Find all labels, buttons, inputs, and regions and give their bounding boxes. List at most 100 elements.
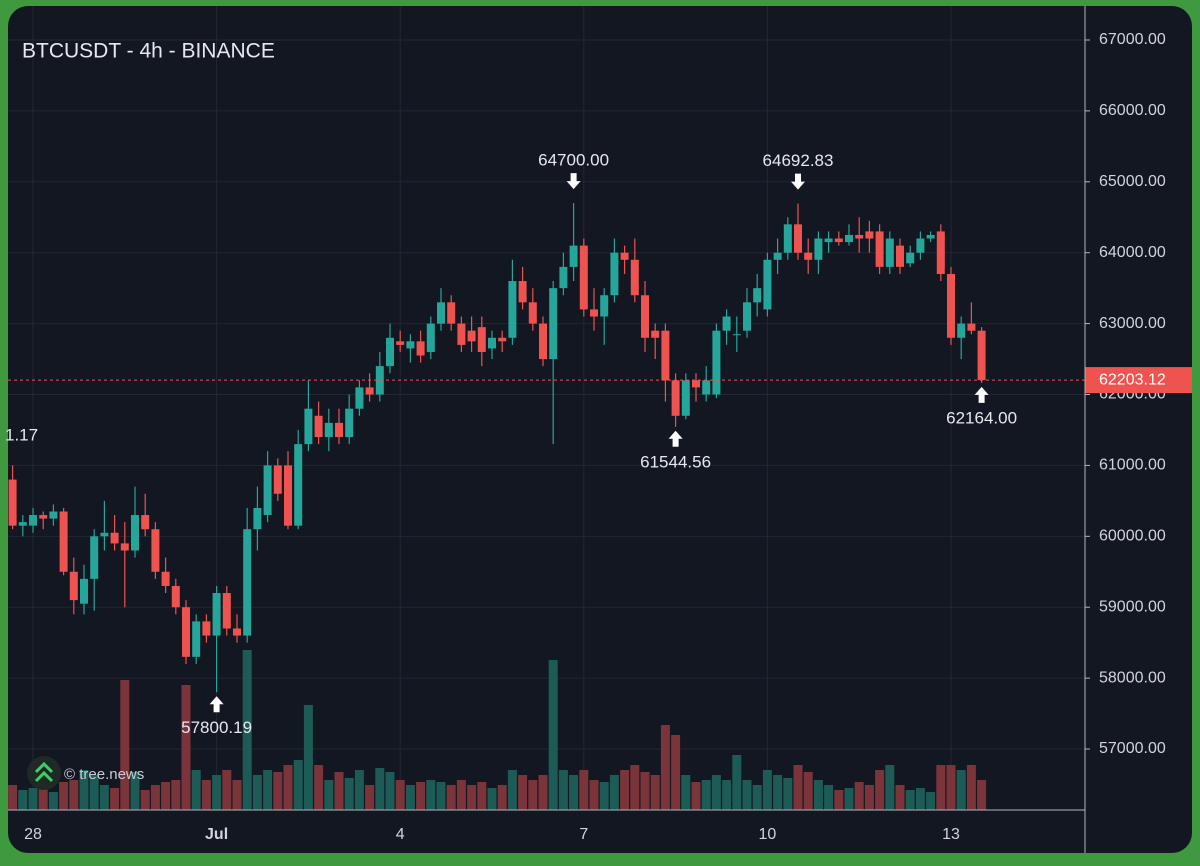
volume-bar (589, 780, 599, 810)
y-tick-label: 67000.00 (1099, 31, 1166, 48)
annotation-arrow (668, 430, 683, 447)
candle-body (447, 302, 456, 324)
candle-body (345, 408, 354, 438)
candle-body (488, 337, 496, 349)
candle-body (549, 288, 558, 360)
volume-bar (742, 780, 752, 810)
volume-bar (569, 775, 579, 810)
volume-bar (630, 765, 640, 810)
volume-bar (834, 790, 844, 810)
volume-bar (813, 780, 823, 810)
candle-body (518, 281, 527, 303)
volume-bar (783, 778, 793, 810)
y-tick-label: 63000.00 (1099, 315, 1166, 332)
candle-body (794, 224, 802, 253)
volume-bar (140, 790, 150, 810)
volume-bar (487, 788, 497, 810)
volume-bar (701, 780, 711, 810)
candle-body (202, 621, 211, 636)
candle-body (477, 327, 486, 352)
annotation-label: 57800.19 (181, 718, 252, 737)
volume-bar (130, 772, 140, 810)
candle-body (936, 231, 945, 274)
candle-body (661, 330, 670, 381)
volume-bar (263, 770, 273, 810)
candle-body (161, 571, 170, 586)
candle-body (365, 387, 374, 395)
candle-body (814, 238, 823, 260)
candle-body (641, 295, 649, 338)
candle-body (885, 238, 894, 267)
volume-bar (681, 775, 691, 810)
candle-body (131, 515, 139, 551)
candle-body (314, 415, 323, 438)
volume-bar (303, 705, 313, 810)
candle-body (182, 607, 190, 657)
volume-bar (528, 780, 538, 810)
candle-body (141, 515, 150, 530)
candle-body (712, 330, 721, 395)
candle-body (600, 295, 609, 317)
last-price-tag (1085, 367, 1192, 394)
volume-bar (181, 685, 191, 810)
volume-bar (436, 782, 446, 810)
candle-body (498, 337, 507, 342)
candle-body (467, 330, 476, 342)
grid (8, 6, 1085, 810)
candle-body (763, 259, 772, 310)
volume-bar (895, 785, 905, 810)
candle-body (773, 252, 782, 260)
volume-bar (446, 785, 456, 810)
volume-bar (946, 765, 956, 810)
candle-body (855, 234, 864, 239)
annotation-arrow (209, 696, 224, 713)
volume-bar (222, 770, 232, 810)
overlay-layer: 57000.00 58000.00 59000.00 60000.00 61000.00… (8, 31, 1192, 843)
candle-body (437, 302, 445, 324)
candle-body (539, 323, 547, 360)
candle-body (569, 245, 578, 267)
candle-body (284, 465, 292, 526)
volume-bar (885, 765, 895, 810)
clipped-label: 1.17 (5, 425, 38, 444)
volume-bar (314, 765, 324, 810)
volume-bar (201, 780, 211, 810)
volume-bar (365, 785, 375, 810)
y-tick-label: 58000.00 (1099, 669, 1166, 686)
volume-bar (293, 760, 303, 810)
volume-bar (395, 780, 405, 810)
volume-bar (620, 770, 630, 810)
candle-body (906, 252, 915, 264)
y-tick-label: 65000.00 (1099, 173, 1166, 190)
candle-body (151, 529, 160, 572)
volume-bar (538, 775, 548, 810)
volume-bar (48, 792, 58, 810)
candle-body (875, 231, 884, 267)
candle-body (590, 309, 598, 317)
x-tick-label: 10 (759, 826, 777, 843)
candle-body (926, 234, 935, 239)
candle-layer (8, 203, 986, 693)
candle-body (845, 234, 853, 243)
volume-bar (926, 792, 936, 810)
volume-bar (171, 780, 181, 810)
volume-bar (803, 772, 813, 810)
candle-body (243, 529, 252, 636)
candle-body (753, 288, 762, 303)
volume-bar (579, 770, 589, 810)
candle-body (804, 252, 813, 260)
volume-bar (660, 725, 670, 810)
candle-body (59, 511, 68, 572)
volume-bar (18, 790, 28, 810)
annotation-label: 64700.00 (538, 151, 609, 170)
candle-body (416, 341, 425, 356)
candle-body (834, 238, 843, 243)
candle-body (18, 522, 27, 526)
volume-layer (8, 650, 987, 810)
candle-body (916, 238, 925, 253)
candle-body (457, 323, 466, 345)
candle-body (743, 302, 751, 331)
candle-body (671, 380, 680, 416)
candle-body (233, 628, 241, 636)
